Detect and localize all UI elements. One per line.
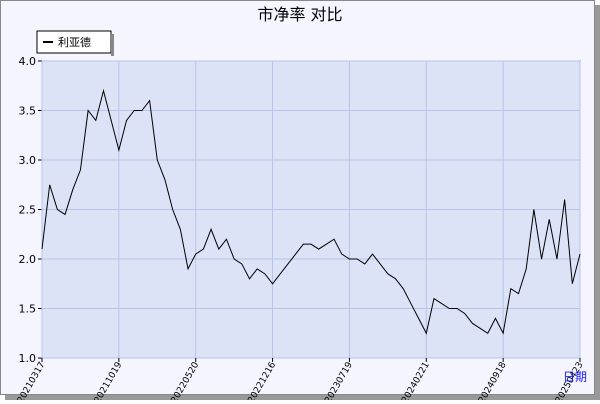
legend: 利亚德	[36, 30, 114, 56]
line	[41, 88, 581, 335]
chart-title: 市净率 对比	[257, 5, 342, 24]
y-tick-label: 4.0	[19, 55, 37, 68]
y-tick-label: 3.5	[19, 105, 37, 118]
y-tick-label: 3.0	[19, 154, 37, 167]
legend-shadow	[111, 34, 114, 56]
x-axis-label: 日期	[563, 370, 587, 384]
y-tick-label: 2.0	[19, 253, 37, 266]
shadow	[5, 395, 600, 400]
y-tick-label: 1.5	[19, 303, 37, 316]
legend-label: 利亚德	[58, 35, 91, 49]
y-tick-label: 1.0	[19, 352, 37, 365]
y-tick-label: 2.5	[19, 204, 37, 217]
shadow	[595, 5, 600, 400]
